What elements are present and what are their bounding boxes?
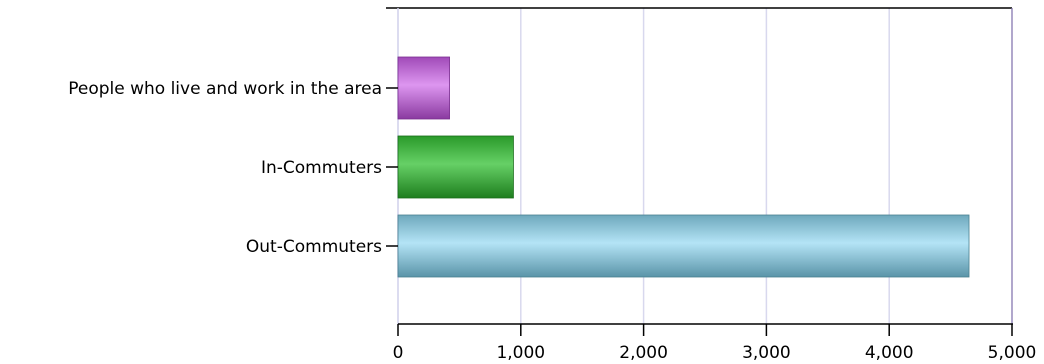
x-tick-label: 1,000 bbox=[496, 343, 545, 363]
x-tick-label: 2,000 bbox=[619, 343, 668, 363]
x-tick-label: 4,000 bbox=[865, 343, 914, 363]
bars bbox=[397, 56, 970, 278]
category-label: In-Commuters bbox=[261, 158, 382, 178]
bar-in-commuters bbox=[397, 135, 514, 199]
bar-live-and-work bbox=[397, 56, 450, 120]
category-label: Out-Commuters bbox=[246, 237, 382, 257]
bar-out-commuters bbox=[397, 214, 970, 278]
category-axis: People who live and work in the area In-C… bbox=[68, 79, 398, 257]
x-tick-label: 0 bbox=[393, 343, 404, 363]
x-tick-label: 3,000 bbox=[742, 343, 791, 363]
x-tick-label: 5,000 bbox=[988, 343, 1037, 363]
value-axis: 0 1,000 2,000 3,000 4,000 5,000 bbox=[393, 324, 1037, 363]
category-label: People who live and work in the area bbox=[68, 79, 382, 99]
